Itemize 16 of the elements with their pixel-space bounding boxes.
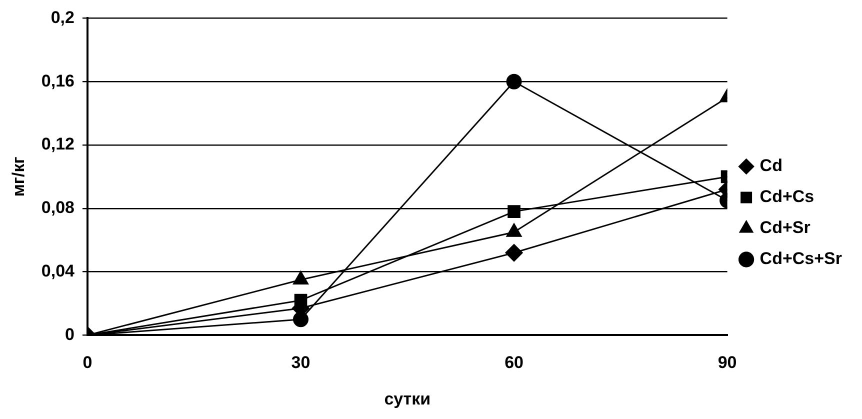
- y-tick-label: 0: [65, 324, 74, 344]
- y-tick-label: 0,16: [41, 71, 74, 90]
- y-axis-title: мг/кг: [8, 156, 28, 197]
- x-axis-title: сутки: [384, 389, 431, 408]
- legend-label: Cd+Sr: [760, 218, 811, 238]
- x-tick-label: 60: [504, 353, 524, 372]
- x-tick-label: 30: [291, 353, 310, 372]
- y-tick-label: 0,04: [41, 261, 76, 280]
- x-tick-label: 90: [718, 353, 737, 372]
- legend-label: Cd: [760, 156, 782, 176]
- y-tick-label: 0,2: [50, 8, 74, 27]
- y-tick-label: 0,12: [41, 134, 74, 154]
- legend-label: Cd+Cs+Sr: [760, 249, 842, 268]
- y-tick-label: 0,08: [41, 198, 74, 218]
- x-tick-label: 0: [82, 353, 92, 372]
- legend-label: Cd+Cs: [760, 187, 814, 206]
